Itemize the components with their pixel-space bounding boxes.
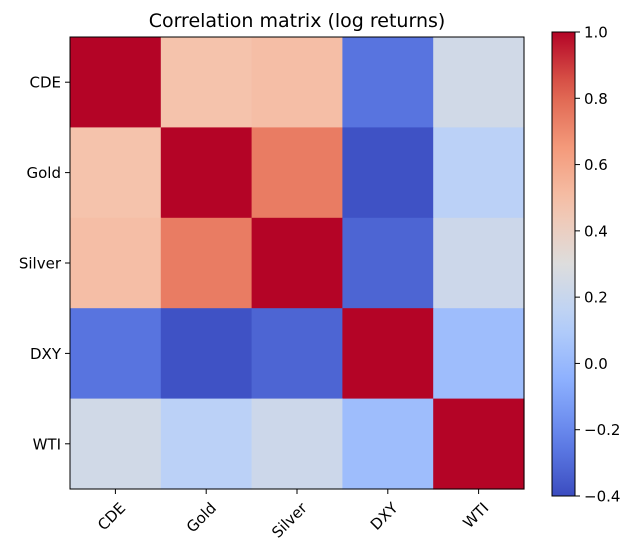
x-tick-label: WTI [460, 499, 493, 532]
colorbar-tick-label: 0.6 [584, 156, 608, 174]
colorbar-ticks: −0.4 −0.2 0.0 0.2 0.4 0.6 0.8 1.0 [575, 24, 620, 506]
heatmap-cell-wti-gold [160, 398, 253, 490]
colorbar-tick-label: 0.2 [584, 289, 608, 307]
colorbar-tick-label: −0.2 [584, 421, 620, 439]
y-tick-label: WTI [33, 435, 61, 453]
heatmap-cell-wti-dxy [342, 398, 434, 490]
x-tick-label: DXY [367, 498, 402, 533]
chart-title: Correlation matrix (log returns) [149, 10, 446, 32]
x-tick-label: Gold [183, 499, 220, 536]
colorbar-tick-label: 1.0 [584, 24, 608, 42]
y-tick-label: CDE [29, 74, 61, 92]
heatmap-cell-silver-cde [70, 217, 162, 309]
colorbar [551, 31, 576, 497]
heatmap-cell-silver-silver [251, 217, 343, 309]
heatmap-cell-wti-cde [70, 398, 162, 490]
colorbar-tick-label: 0.4 [584, 222, 608, 240]
heatmap-cell-gold-silver [251, 127, 343, 219]
heatmap-cell-cde-dxy [342, 37, 434, 128]
heatmap-cells [70, 37, 525, 490]
heatmap-cell-silver-gold [160, 217, 253, 309]
heatmap-cell-gold-gold [160, 127, 253, 219]
heatmap-cell-gold-wti [433, 127, 525, 219]
colorbar-tick-label: 0.0 [584, 355, 608, 373]
y-tick-label: Silver [19, 255, 62, 273]
x-tick-label: Silver [268, 498, 311, 541]
heatmap-cell-dxy-dxy [342, 308, 434, 400]
y-axis: CDE Gold Silver DXY WTI [19, 74, 70, 453]
heatmap-cell-gold-dxy [342, 127, 434, 219]
colorbar-tick-label: 0.8 [584, 90, 608, 108]
heatmap-cell-gold-cde [70, 127, 162, 219]
heatmap-cell-dxy-silver [251, 308, 343, 400]
heatmap-cell-dxy-gold [160, 308, 253, 400]
heatmap-cell-cde-wti [433, 37, 525, 128]
x-tick-label: CDE [94, 499, 129, 534]
heatmap-cell-silver-wti [433, 217, 525, 309]
x-axis: CDE Gold Silver DXY WTI [94, 489, 492, 542]
heatmap-cell-silver-dxy [342, 217, 434, 309]
heatmap-cell-cde-gold [160, 37, 253, 128]
colorbar-tick-label: −0.4 [584, 488, 620, 506]
heatmap-cell-cde-cde [70, 37, 162, 128]
y-tick-label: DXY [30, 345, 62, 363]
heatmap-cell-dxy-wti [433, 308, 525, 400]
y-tick-label: Gold [27, 164, 62, 182]
heatmap-cell-wti-wti [433, 398, 525, 490]
heatmap-cell-wti-silver [251, 398, 343, 490]
heatmap-cell-cde-silver [251, 37, 343, 128]
heatmap-cell-dxy-cde [70, 308, 162, 400]
